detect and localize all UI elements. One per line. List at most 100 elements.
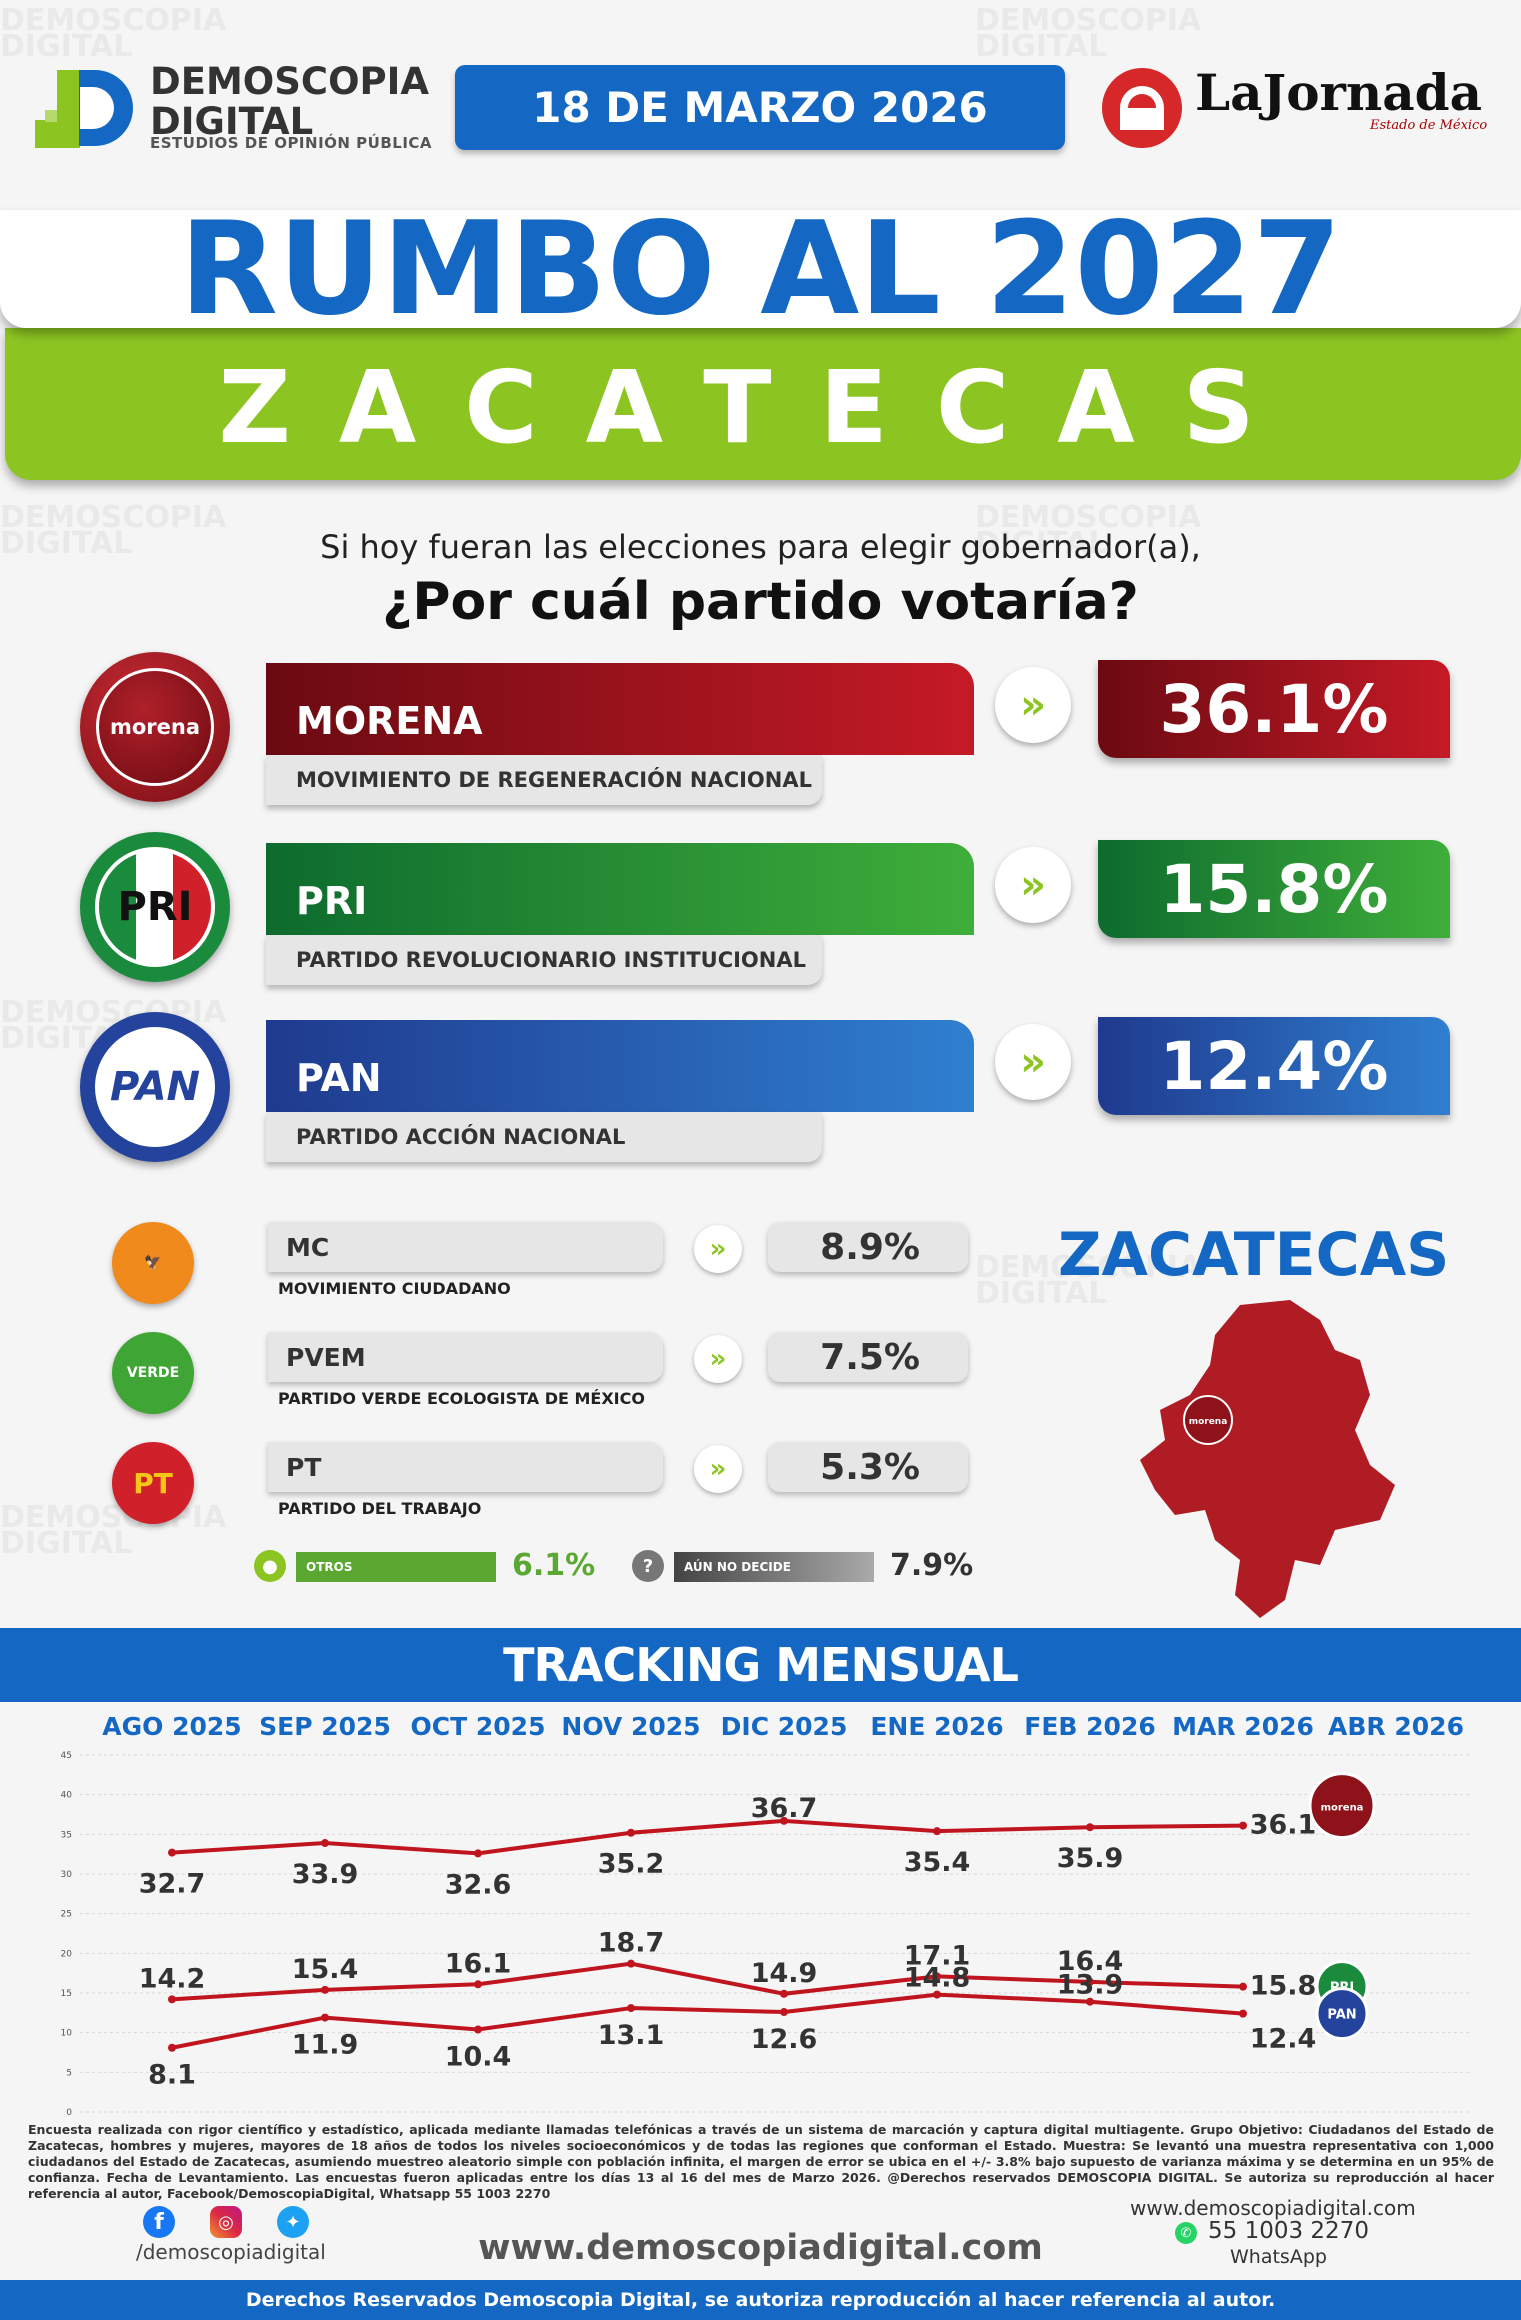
zacatecas-map-icon: morena (1140, 1300, 1395, 1618)
pt-full-name: PARTIDO DEL TRABAJO (278, 1499, 482, 1518)
data-label: 16.4 (1057, 1946, 1124, 1977)
y-tick-label: 40 (61, 1791, 73, 1801)
data-point (474, 1980, 482, 1989)
watermark: DEMOSCOPIA DIGITAL (0, 500, 227, 561)
month-label: NOV 2025 (561, 1712, 701, 1741)
data-label: 36.7 (751, 1793, 818, 1824)
data-label: 12.6 (751, 2024, 818, 2055)
series-name: morena (1321, 1803, 1364, 1814)
data-point (168, 1995, 176, 2004)
others-label: OTROS (296, 1552, 496, 1582)
user-icon: ● (254, 1550, 286, 1582)
page-subtitle: ZACATECAS (218, 349, 1303, 466)
morena-logo-icon: morena (80, 652, 230, 802)
pri-full-name: PARTIDO REVOLUCIONARIO INSTITUCIONAL (266, 935, 822, 985)
sun-logo-icon (1102, 68, 1182, 148)
y-tick-label: 10 (61, 2029, 73, 2039)
data-point (780, 1989, 788, 1998)
brand-tagline: ESTUDIOS DE OPINIÓN PÚBLICA (150, 134, 433, 152)
data-point (168, 2043, 176, 2052)
pt-name: PT (268, 1442, 663, 1492)
chevron-right-icon: » (694, 1225, 742, 1273)
data-point (1086, 1997, 1094, 2006)
y-tick-label: 15 (61, 1989, 72, 1999)
facebook-icon[interactable]: f (143, 2206, 175, 2238)
pvem-name: PVEM (268, 1332, 663, 1382)
y-tick-label: 25 (61, 1910, 72, 1920)
data-point (933, 1827, 941, 1836)
series-badge-pan-icon (1315, 1987, 1369, 2041)
watermark: DEMOSCOPIA DIGITAL (975, 3, 1202, 64)
series-badge-morena-icon (1308, 1772, 1376, 1840)
month-label: FEB 2026 (1024, 1712, 1156, 1741)
month-label: ABR 2026 (1328, 1712, 1464, 1741)
data-label: 35.4 (904, 1847, 971, 1878)
data-label: 32.6 (445, 1869, 512, 1900)
pri-name-bar: PRI (266, 843, 974, 935)
chevron-right-icon: » (694, 1445, 742, 1493)
website-small[interactable]: www.demoscopiadigital.com (1130, 2196, 1416, 2220)
twitter-icon[interactable]: ✦ (277, 2206, 309, 2238)
data-label: 33.9 (292, 1859, 359, 1890)
data-label: 14.9 (751, 1958, 818, 1989)
watermark: DEMOSCOPIA DIGITAL (975, 1250, 1202, 1311)
month-label: OCT 2025 (410, 1712, 546, 1741)
title-banner (0, 210, 1521, 328)
chevron-right-icon: » (694, 1335, 742, 1383)
instagram-icon[interactable]: ◎ (210, 2206, 242, 2238)
month-label: MAR 2026 (1172, 1712, 1314, 1741)
data-point (933, 1972, 941, 1981)
data-label: 16.1 (445, 1948, 512, 1979)
partner-logo: LaJornada (1195, 63, 1483, 122)
data-point (321, 1985, 329, 1994)
data-point (1086, 1823, 1094, 1832)
data-label: 35.9 (1057, 1843, 1124, 1874)
data-point (474, 2025, 482, 2034)
month-label: ENE 2026 (870, 1712, 1004, 1741)
data-label: 13.9 (1057, 1970, 1124, 2001)
data-point (321, 1839, 329, 1848)
data-label: 18.7 (598, 1928, 665, 1959)
data-point (933, 1990, 941, 1999)
pt-logo-icon: PT (112, 1442, 194, 1524)
month-label: DIC 2025 (720, 1712, 848, 1741)
phone-number[interactable]: 55 1003 2270 (1208, 2218, 1369, 2244)
question-icon: ? (632, 1550, 664, 1582)
data-label: 8.1 (148, 2060, 196, 2091)
brand-name: DEMOSCOPIA DIGITAL (150, 60, 430, 143)
data-point (780, 1816, 788, 1825)
y-tick-label: 0 (66, 2108, 72, 2118)
data-label: 36.1 (1250, 1810, 1317, 1841)
tracking-title: TRACKING MENSUAL (0, 1628, 1521, 1702)
watermark: DEMOSCOPIA DIGITAL (0, 1500, 227, 1561)
data-point (627, 1959, 635, 1968)
data-point (1239, 1982, 1247, 1991)
data-point (1086, 1977, 1094, 1986)
website-link[interactable]: www.demoscopiadigital.com (478, 2228, 1043, 2268)
morena-name-bar: MORENA (266, 663, 974, 755)
others-percentage: 6.1% (512, 1548, 596, 1583)
series-line-pan (171, 1992, 1244, 2050)
morena-full-name: MOVIMIENTO DE REGENERACIÓN NACIONAL (266, 755, 822, 805)
y-tick-label: 35 (61, 1830, 72, 1840)
data-label: 12.4 (1250, 2024, 1317, 2055)
undecided-label: AÚN NO DECIDE (674, 1552, 874, 1582)
mc-logo-icon: 🦅 (112, 1222, 194, 1304)
phone-label: WhatsApp (1230, 2246, 1327, 2268)
series-line-morena (171, 1818, 1244, 1856)
data-label: 35.2 (598, 1849, 665, 1880)
pan-logo-icon: PAN (80, 1012, 230, 1162)
subtitle-banner (5, 328, 1521, 480)
y-tick-label: 5 (66, 2068, 72, 2078)
pan-full-name: PARTIDO ACCIÓN NACIONAL (266, 1112, 822, 1162)
pvem-full-name: PARTIDO VERDE ECOLOGISTA DE MÉXICO (278, 1389, 645, 1408)
data-label: 14.8 (904, 1963, 971, 1994)
watermark: DEMOSCOPIA DIGITAL (975, 500, 1202, 561)
morena-percentage: 36.1% (1098, 660, 1450, 758)
y-tick-label: 30 (61, 1870, 73, 1880)
chevron-right-icon: » (995, 847, 1071, 923)
data-point (627, 2004, 635, 2013)
data-label: 15.8 (1250, 1971, 1317, 2002)
data-label: 10.4 (445, 2041, 512, 2072)
month-label: SEP 2025 (259, 1712, 391, 1741)
